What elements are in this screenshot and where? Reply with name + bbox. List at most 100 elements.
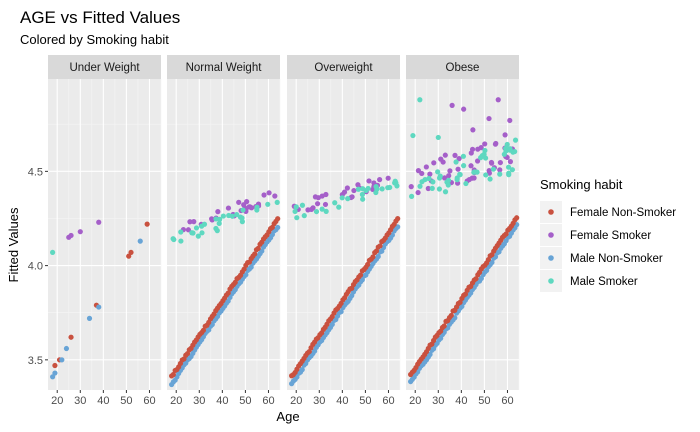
data-point xyxy=(199,230,205,236)
data-point xyxy=(503,148,509,154)
y-axis: 3.5 4.0 4.5 xyxy=(28,166,48,367)
x-tick-label: 50 xyxy=(359,395,371,407)
panel-strip xyxy=(48,55,161,79)
data-point xyxy=(423,164,429,170)
data-point xyxy=(436,186,442,192)
data-point xyxy=(365,185,371,192)
data-point xyxy=(442,152,448,158)
panel-background xyxy=(48,79,161,390)
data-point xyxy=(275,224,281,231)
data-point xyxy=(213,225,219,232)
data-point xyxy=(455,166,461,172)
x-tick-label: 40 xyxy=(216,395,228,407)
data-point xyxy=(272,193,278,199)
data-point xyxy=(507,159,514,165)
data-point xyxy=(314,201,321,207)
data-point xyxy=(329,321,335,327)
data-point xyxy=(255,245,261,251)
data-point xyxy=(225,290,231,296)
data-point xyxy=(185,227,192,233)
data-point xyxy=(193,225,200,231)
data-point xyxy=(426,175,432,182)
data-point xyxy=(446,177,452,183)
data-point xyxy=(419,170,425,177)
data-point xyxy=(178,238,184,244)
data-point xyxy=(470,127,476,133)
legend-label: Male Smoker xyxy=(570,276,638,288)
data-point xyxy=(387,184,393,191)
data-point xyxy=(468,163,474,169)
data-point xyxy=(292,208,298,215)
data-point xyxy=(128,249,134,256)
data-point xyxy=(236,199,242,205)
data-point xyxy=(489,259,495,265)
data-point xyxy=(441,323,447,329)
x-tick-label: 50 xyxy=(478,395,490,407)
data-point xyxy=(50,374,56,380)
data-point xyxy=(344,185,350,191)
data-points xyxy=(169,190,281,388)
data-point xyxy=(359,191,365,198)
data-point xyxy=(377,243,383,249)
data-point xyxy=(366,178,372,184)
panel-background xyxy=(167,79,280,390)
data-point xyxy=(137,238,143,244)
data-point xyxy=(259,248,265,254)
panel-strip-label: Normal Weight xyxy=(186,62,263,74)
data-point xyxy=(474,158,481,164)
x-tick-label: 20 xyxy=(409,395,421,407)
x-axis-title: Age xyxy=(276,409,299,424)
x-tick-label: 50 xyxy=(120,395,132,407)
chart-title: AGE vs Fitted Values xyxy=(20,8,180,27)
data-point xyxy=(220,213,226,219)
data-point xyxy=(447,168,453,174)
data-point xyxy=(442,189,449,195)
data-point xyxy=(215,209,221,215)
data-point xyxy=(431,160,437,166)
data-point xyxy=(189,230,195,236)
data-point xyxy=(240,207,246,213)
data-point xyxy=(425,185,431,192)
data-point xyxy=(446,173,452,179)
x-tick-label: 40 xyxy=(336,395,348,407)
legend-symbol xyxy=(548,278,554,284)
data-point xyxy=(345,196,351,202)
data-point xyxy=(229,213,235,219)
x-tick-label: 40 xyxy=(455,395,467,407)
x-tick-label: 60 xyxy=(262,395,274,407)
data-point xyxy=(463,180,469,187)
y-tick-label: 3.5 xyxy=(28,355,43,367)
data-point xyxy=(315,195,321,201)
data-point xyxy=(487,176,493,182)
legend-label: Female Smoker xyxy=(570,230,651,242)
legend-label: Male Non-Smoker xyxy=(570,253,663,265)
data-point xyxy=(301,213,307,219)
legend: Smoking habit Female Non-Smoker Female Sm… xyxy=(540,177,676,292)
data-point xyxy=(191,219,197,225)
data-point xyxy=(394,183,400,189)
data-point xyxy=(435,134,441,141)
data-point xyxy=(225,205,232,211)
x-tick-label: 20 xyxy=(290,395,302,407)
data-point xyxy=(360,196,366,202)
data-point xyxy=(322,201,329,208)
data-point xyxy=(96,304,102,310)
panel-strip-label: Obese xyxy=(446,62,480,74)
data-point xyxy=(448,312,454,319)
data-point xyxy=(456,156,462,162)
panels: Under Weight 20 30 40 50 60 Normal Weight 20 30 4… xyxy=(48,55,520,407)
data-point xyxy=(478,155,484,161)
data-points xyxy=(408,97,520,385)
data-point xyxy=(410,132,416,139)
data-point xyxy=(379,186,385,192)
data-point xyxy=(200,327,207,333)
data-point xyxy=(377,177,383,183)
data-point xyxy=(265,201,271,207)
data-point xyxy=(481,151,487,157)
data-point xyxy=(234,211,240,218)
data-point xyxy=(419,179,425,185)
data-point xyxy=(349,194,355,200)
data-point xyxy=(408,184,414,190)
data-point xyxy=(248,205,255,211)
data-point xyxy=(323,191,329,198)
